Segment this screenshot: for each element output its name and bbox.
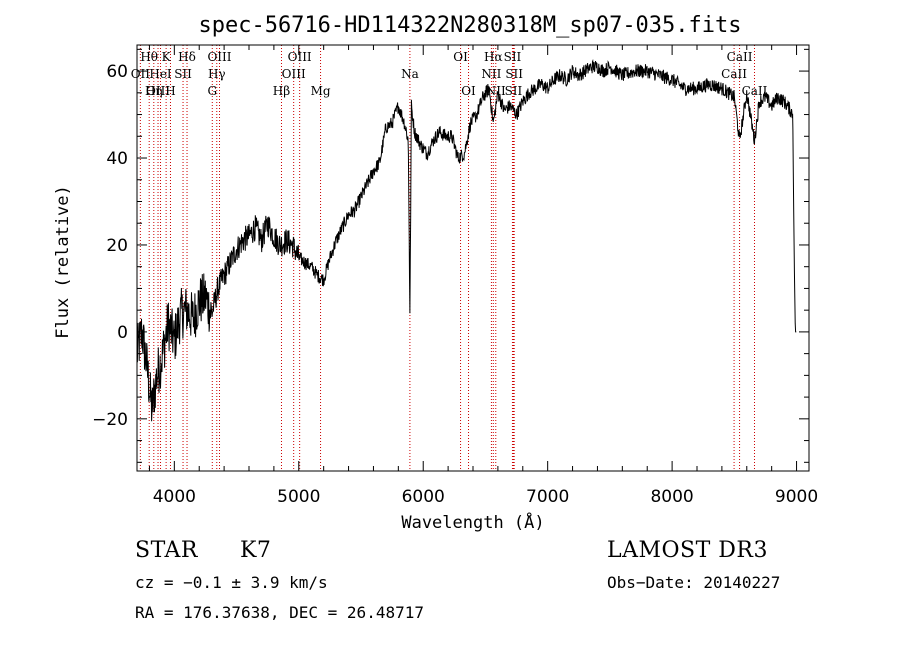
observation-date: Obs−Date: 20140227 <box>607 573 781 592</box>
line-label-1: OII <box>131 67 151 81</box>
line-label-10: Hγ <box>208 67 226 81</box>
y-tick-label-0: 0 <box>117 323 128 343</box>
line-label-9: OIII <box>207 50 231 64</box>
x-axis-label: Wavelength (Å) <box>401 511 544 533</box>
line-label-25: CaII <box>727 50 753 64</box>
line-label-0: Hθ <box>140 50 158 64</box>
y-tick-label-60: 60 <box>106 62 128 82</box>
line-label-13: OIII <box>282 67 306 81</box>
x-axis-ticks: 4000 5000 6000 7000 8000 9000 <box>148 45 818 507</box>
line-label-21: NII <box>481 67 501 81</box>
chart-title: spec-56716-HD114322N280318M_sp07-035.fit… <box>198 13 741 38</box>
line-label-16: Na <box>401 67 419 81</box>
line-label-12: OIII <box>288 50 312 64</box>
line-label-5: Hη <box>145 84 163 98</box>
line-label-6: SII <box>174 67 192 81</box>
y-tick-label--20: −20 <box>92 410 128 430</box>
x-tick-label-4000: 4000 <box>153 487 196 507</box>
line-label-15: Mg <box>311 84 331 98</box>
redshift-cz: cz = −0.1 ± 3.9 km/s <box>135 573 328 592</box>
emission-line-labels: Hθ OII OIII K HeI Hη SII H Hδ OIII Hγ G OIII OIII Hβ Mg… <box>131 50 768 98</box>
line-label-7: H <box>165 84 175 98</box>
series-flux-line <box>136 58 797 422</box>
line-label-19: Hα <box>484 50 503 64</box>
line-label-26: CaII <box>721 67 747 81</box>
line-label-8: Hδ <box>178 50 196 64</box>
spectral-subclass: K7 <box>240 538 272 563</box>
line-label-17: OI <box>453 50 468 64</box>
line-label-20: SII <box>504 50 522 64</box>
x-tick-label-5000: 5000 <box>277 487 320 507</box>
line-label-24: SII <box>505 84 523 98</box>
line-label-3: K <box>162 50 172 64</box>
line-label-27: CaII <box>742 84 768 98</box>
y-axis-ticks: −20 0 20 40 60 <box>92 48 809 463</box>
y-tick-label-40: 40 <box>106 149 128 169</box>
line-label-2: OIII <box>146 84 170 98</box>
line-label-18: OI <box>461 84 476 98</box>
y-axis-label: Flux (relative) <box>53 185 73 339</box>
x-tick-label-8000: 8000 <box>650 487 693 507</box>
line-label-11: G <box>207 84 217 98</box>
survey-name: LAMOST DR3 <box>607 538 768 563</box>
x-tick-label-7000: 7000 <box>526 487 569 507</box>
y-tick-label-20: 20 <box>106 236 128 256</box>
x-tick-label-6000: 6000 <box>402 487 445 507</box>
line-label-4: HeI <box>149 67 172 81</box>
line-label-22: SII <box>505 67 523 81</box>
x-tick-label-9000: 9000 <box>775 487 818 507</box>
plot-frame <box>136 44 810 472</box>
ra-dec-coordinates: RA = 176.37638, DEC = 26.48717 <box>135 603 424 622</box>
object-class: STAR <box>135 538 198 563</box>
line-label-23: NII <box>486 84 506 98</box>
line-label-14: Hβ <box>273 84 290 98</box>
